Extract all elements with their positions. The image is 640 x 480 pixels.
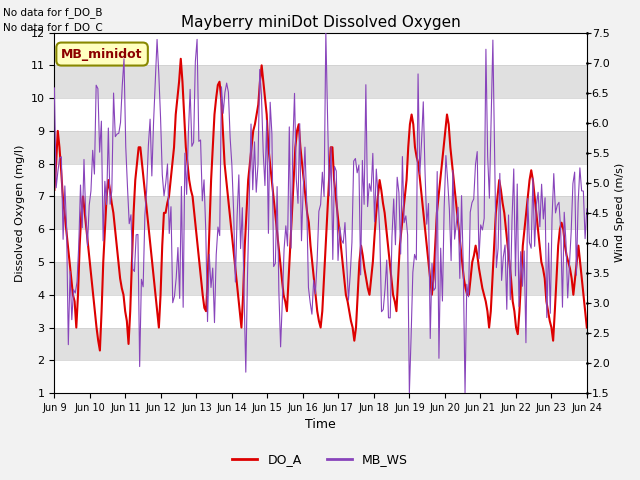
Text: No data for f_DO_C: No data for f_DO_C [3, 22, 103, 33]
Bar [54, 131, 587, 164]
Bar [54, 229, 587, 262]
Legend: DO_A, MB_WS: DO_A, MB_WS [227, 448, 413, 471]
Text: MB_minidot: MB_minidot [61, 48, 143, 60]
Bar [54, 196, 587, 229]
Bar [54, 360, 587, 393]
Title: Mayberry miniDot Dissolved Oxygen: Mayberry miniDot Dissolved Oxygen [180, 15, 461, 30]
Bar [54, 98, 587, 131]
Bar [54, 33, 587, 65]
Bar [54, 295, 587, 327]
Bar [54, 262, 587, 295]
Y-axis label: Wind Speed (m/s): Wind Speed (m/s) [615, 163, 625, 263]
X-axis label: Time: Time [305, 419, 336, 432]
Bar [54, 164, 587, 196]
Bar [54, 65, 587, 98]
Bar [54, 327, 587, 360]
Y-axis label: Dissolved Oxygen (mg/l): Dissolved Oxygen (mg/l) [15, 144, 25, 282]
Text: No data for f_DO_B: No data for f_DO_B [3, 7, 102, 18]
